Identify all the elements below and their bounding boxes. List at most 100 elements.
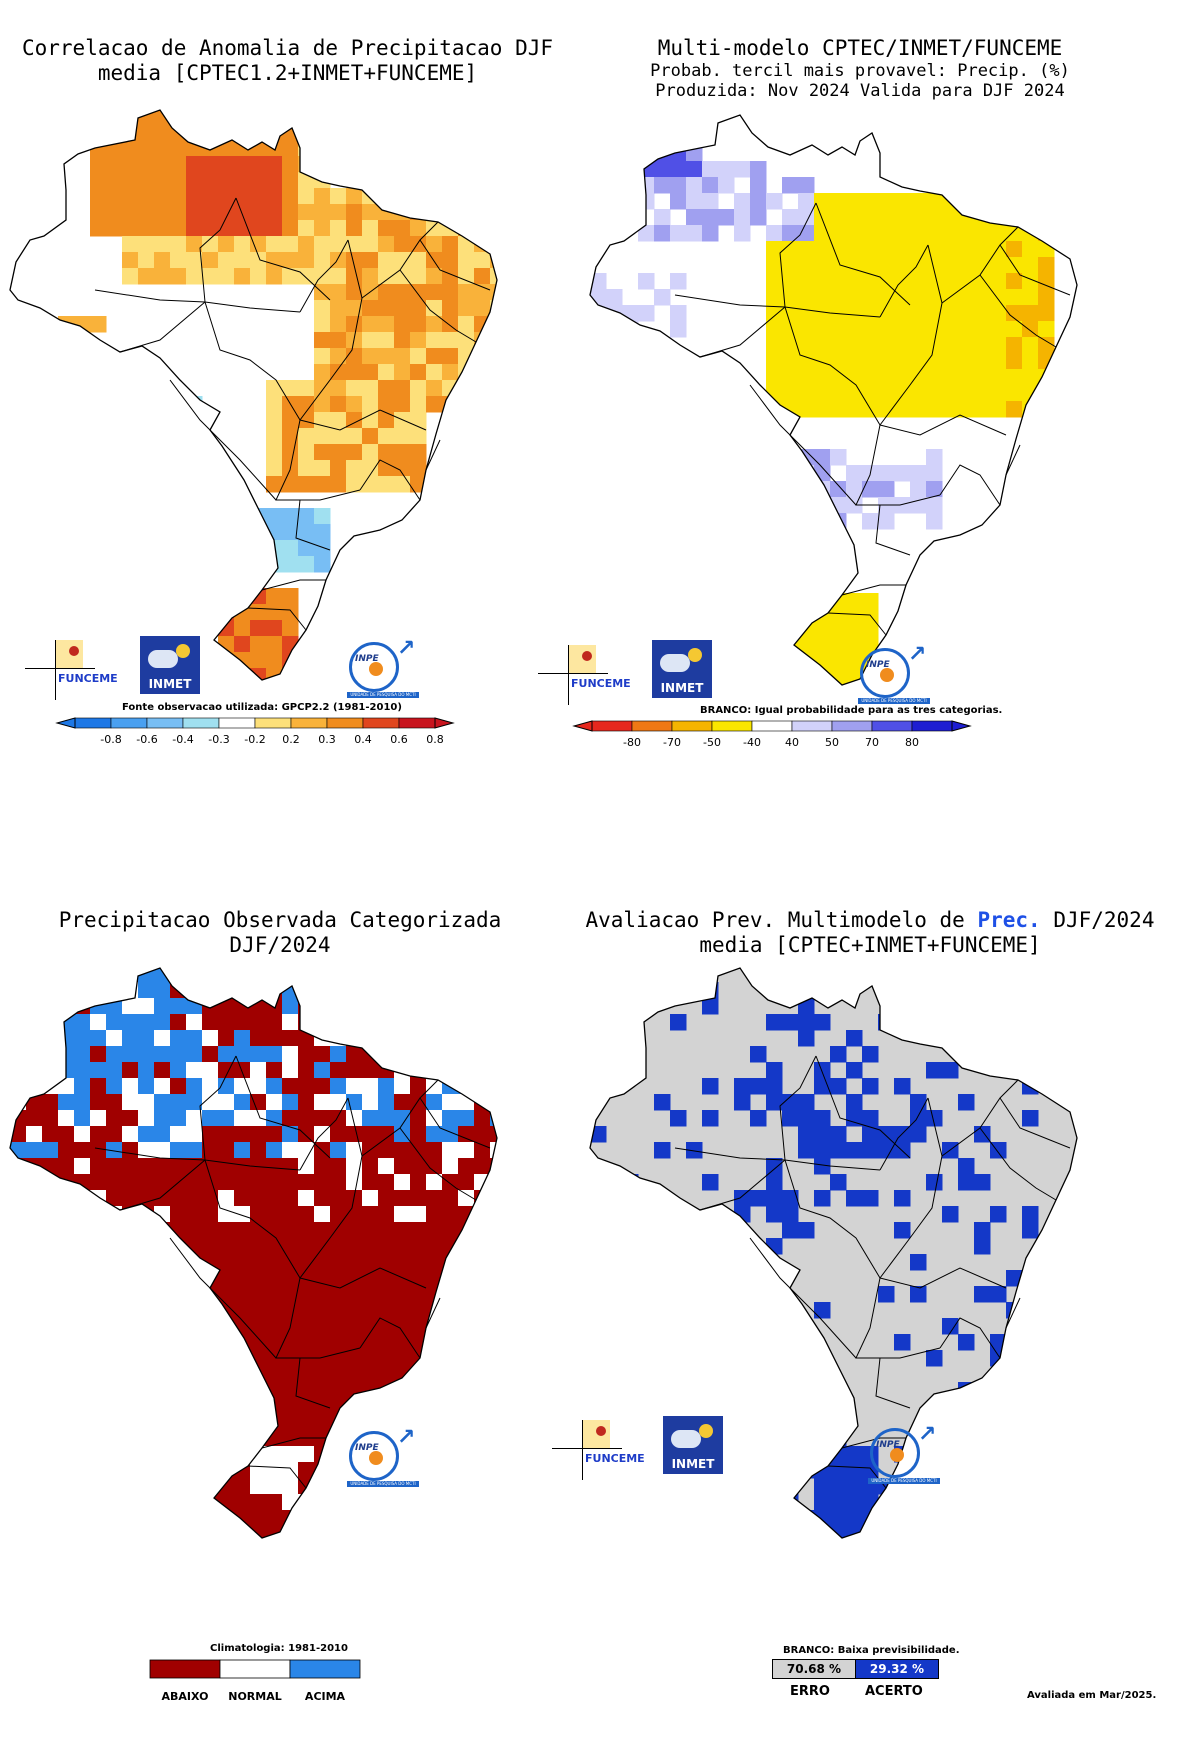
grid-cell [346, 1286, 363, 1303]
grid-cell [266, 1494, 283, 1511]
grid-cell [378, 1078, 395, 1095]
grid-cell [266, 1510, 283, 1527]
grid-cell [330, 1302, 347, 1319]
grid-cell [926, 1350, 943, 1367]
inpe-logo: INPE ↗ UNIDADE DE PESQUISA DO MCTI [347, 636, 419, 698]
grid-cell [362, 236, 379, 253]
grid-cell [266, 156, 283, 173]
grid-cell [766, 241, 783, 258]
grid-cell [314, 1110, 331, 1127]
grid-cell [346, 1238, 363, 1255]
grid-cell [378, 1126, 395, 1143]
grid-cell [314, 1078, 331, 1095]
grid-cell [362, 444, 379, 461]
grid-cell [362, 428, 379, 445]
grid-cell [138, 1190, 155, 1207]
grid-cell [654, 289, 671, 306]
grid-cell [894, 241, 911, 258]
grid-cell [990, 257, 1007, 274]
grid-cell [814, 641, 831, 658]
grid-cell [894, 337, 911, 354]
grid-cell [638, 1382, 655, 1399]
colorbar-tick-label: -0.6 [136, 733, 158, 746]
grid-cell [330, 1046, 347, 1063]
grid-cell [490, 1126, 497, 1143]
grid-cell [250, 1062, 267, 1079]
grid-cell [362, 1174, 379, 1191]
grid-cell [218, 1238, 235, 1255]
grid-cell [330, 268, 347, 285]
grid-cell [378, 252, 395, 269]
grid-cell [202, 220, 219, 237]
grid-cell [606, 1174, 623, 1191]
grid-cell [830, 449, 847, 466]
state-border [295, 499, 331, 551]
grid-cell [814, 1062, 831, 1079]
grid-cell [266, 1286, 283, 1303]
grid-cell [138, 140, 155, 157]
grid-cell [74, 1046, 91, 1063]
grid-cell [154, 1094, 171, 1111]
grid-cell [1054, 1318, 1071, 1335]
grid-cell [250, 652, 267, 669]
grid-cell [298, 412, 315, 429]
grid-cell [878, 465, 895, 482]
grid-cell [990, 305, 1007, 322]
grid-cell [250, 220, 267, 237]
grid-cell [702, 1174, 719, 1191]
grid-cell [782, 321, 799, 338]
grid-cell [846, 1094, 863, 1111]
grid-cell [990, 1286, 1007, 1303]
grid-cell [218, 1094, 235, 1111]
grid-cell [394, 396, 411, 413]
grid-cell [314, 332, 331, 349]
grid-cell [250, 636, 267, 653]
grid-cell [782, 1206, 799, 1223]
grid-cell [282, 998, 299, 1015]
grid-cell [186, 204, 203, 221]
grid-cell [830, 1430, 847, 1447]
grid-cell [138, 1126, 155, 1143]
grid-cell [330, 1142, 347, 1159]
grid-cell [830, 1510, 847, 1527]
grid-cell [298, 220, 315, 237]
grid-cell [926, 449, 943, 466]
grid-cell [74, 1078, 91, 1095]
grid-cell [314, 188, 331, 205]
panel4-title: Avaliacao Prev. Multimodelo de Prec. DJF… [575, 908, 1165, 958]
grid-cell [990, 1350, 1007, 1367]
colorbar-tick-label: -0.8 [100, 733, 122, 746]
grid-cell [186, 268, 203, 285]
grid-cell [410, 1318, 427, 1335]
grid-cell [798, 1110, 815, 1127]
grid-cell [1006, 257, 1023, 274]
grid-cell [170, 1158, 187, 1175]
grid-cell [266, 444, 283, 461]
grid-cell [926, 193, 943, 210]
grid-cell [266, 508, 283, 525]
grid-cell [106, 204, 123, 221]
grid-cell [122, 1126, 139, 1143]
state-border [875, 504, 911, 556]
grid-cell [202, 1238, 219, 1255]
grid-cell [362, 1366, 379, 1383]
grid-cell [346, 1334, 363, 1351]
grid-cell [442, 252, 459, 269]
grid-cell [782, 177, 799, 194]
grid-cell [974, 273, 991, 290]
state-border [399, 1127, 477, 1201]
grid-cell [974, 1174, 991, 1191]
grid-cell [170, 236, 187, 253]
grid-cell [458, 284, 475, 301]
grid-cell [202, 1222, 219, 1239]
state-border [419, 239, 491, 291]
panel-observed: Precipitacao Observada Categorizada DJF/… [9, 908, 501, 1703]
grid-cell [862, 1110, 879, 1127]
grid-cell [346, 1142, 363, 1159]
inmet-text: INMET [148, 677, 192, 691]
grid-cell [250, 1478, 267, 1495]
grid-cell [410, 268, 427, 285]
state-border [425, 1297, 441, 1329]
grid-cell [974, 225, 991, 242]
grid-cell [638, 1222, 655, 1239]
